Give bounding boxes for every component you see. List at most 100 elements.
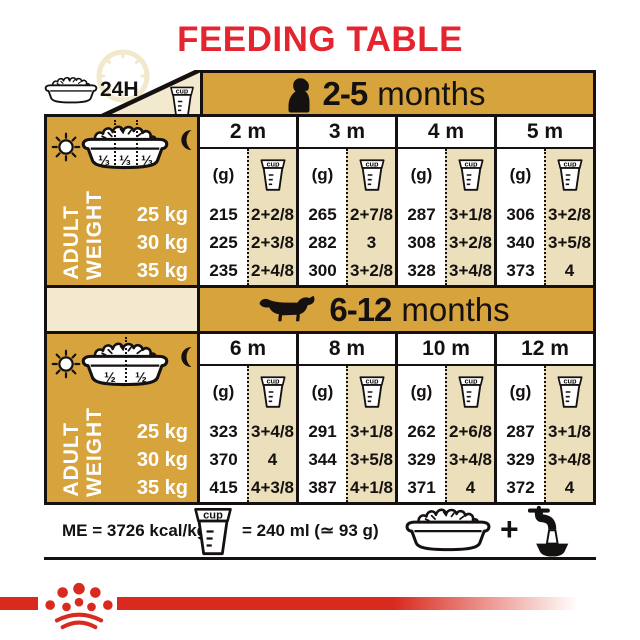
grams-value: 328: [407, 261, 436, 280]
grams-value: 300: [308, 261, 337, 280]
grams-subcolumn: (g) 291 344 387: [299, 366, 346, 502]
cup-icon-label: cup: [365, 159, 379, 168]
month-column-2m: 2 m (g) 215 225 235 cup 2+2/8 2+3/8 2+: [200, 117, 296, 285]
month-header: 2 m: [200, 117, 296, 149]
portion-fraction: ½: [104, 369, 116, 385]
cups-subcolumn: cup 3+1/8 3+4/8 4: [544, 366, 593, 502]
grams-value: 370: [209, 450, 238, 469]
grams-value: 215: [209, 205, 238, 224]
age-banner-2-5-months: 2-5 months: [200, 70, 596, 117]
cups-value: 4: [564, 478, 575, 497]
month-column-3m: 3 m (g) 265 282 300 cup 2+7/8 3 3+2/8: [296, 117, 395, 285]
metabolizable-energy: ME = 3726 kcal/kg: [62, 521, 208, 540]
food-bowl-icon: [81, 125, 169, 170]
grams-value: 287: [407, 205, 436, 224]
adult-weight-panel: ⅓ ⅓ ⅓ ADULT WEIGHT 25 kg 30 kg 35 kg: [44, 114, 200, 288]
grams-value: 387: [308, 478, 337, 497]
grams-value: 282: [308, 233, 337, 252]
grams-value: 265: [308, 205, 337, 224]
month-column-8m: 8 m (g) 291 344 387 cup 3+1/8 3+5/8 4+: [296, 334, 395, 502]
column-body: (g) 287 308 328 cup 3+1/8 3+2/8 3+4/8: [398, 149, 494, 285]
cup-icon-label: cup: [266, 159, 280, 168]
cup-icon: cup: [170, 86, 194, 117]
cups-value: 3+4/8: [448, 261, 492, 280]
cup-header: cup: [249, 149, 296, 201]
column-body: (g) 306 340 373 cup 3+2/8 3+5/8 4: [497, 149, 593, 285]
weight-35kg: 35 kg: [136, 259, 188, 282]
cup-header: cup: [249, 366, 296, 418]
cup-icon: cup: [259, 159, 286, 191]
grams-value: 235: [209, 261, 238, 280]
section-1-banner-row: 24H cup 2-5 months: [44, 49, 596, 117]
grams-header: (g): [410, 165, 433, 184]
puppy-icon: [288, 77, 310, 112]
footer-legend: ME = 3726 kcal/kg cup = 240 ml (≃ 93 g) …: [44, 505, 596, 560]
weight-30kg: 30 kg: [136, 448, 188, 471]
spacer-cell: [44, 285, 200, 334]
grams-value: 340: [506, 233, 535, 252]
cups-value: 2+2/8: [250, 205, 294, 224]
cups-value: 3+5/8: [547, 233, 591, 252]
age-unit: months: [401, 290, 510, 328]
weight-25kg: 25 kg: [136, 420, 188, 443]
feeding-table-6-12-months: ½ ½ ADULT WEIGHT 25 kg 30 kg 35 kg 6 m: [44, 331, 596, 505]
portion-fraction: ⅓: [98, 152, 110, 168]
cups-subcolumn: cup 2+6/8 3+4/8 4: [445, 366, 494, 502]
weight-25kg: 25 kg: [136, 203, 188, 226]
grams-value: 344: [308, 450, 337, 469]
cups-subcolumn: cup 2+2/8 2+3/8 2+4/8: [247, 149, 296, 285]
cup-icon-label: cup: [464, 159, 478, 168]
feeding-board: 24H cup 2-5 months: [44, 49, 596, 560]
grams-subcolumn: (g) 215 225 235: [200, 149, 247, 285]
cups-subcolumn: cup 3+4/8 4 4+3/8: [247, 366, 296, 502]
cups-value: 2+6/8: [448, 422, 492, 441]
clock-icon: [96, 49, 150, 103]
month-column-6m: 6 m (g) 323 370 415 cup 3+4/8 4 4+3/8: [200, 334, 296, 502]
grams-value: 371: [407, 478, 436, 497]
cups-value: 3+2/8: [547, 205, 591, 224]
cups-value: 4+1/8: [349, 478, 393, 497]
portion-divider: [114, 120, 116, 168]
cup-header: cup: [546, 149, 593, 201]
weight-35kg: 35 kg: [136, 476, 188, 499]
column-body: (g) 291 344 387 cup 3+1/8 3+5/8 4+1/8: [299, 366, 395, 502]
cups-subcolumn: cup 3+1/8 3+5/8 4+1/8: [346, 366, 395, 502]
cups-value: 2+4/8: [250, 261, 294, 280]
portion-fraction: ⅓: [119, 152, 131, 168]
brand-stripe-right: [117, 597, 578, 610]
sun-icon: [51, 349, 81, 379]
section-2-banner-row: 6-12 months: [44, 285, 596, 334]
weight-word: WEIGHT: [82, 190, 106, 280]
month-header: 8 m: [299, 334, 395, 366]
grams-header: (g): [311, 382, 334, 401]
sun-icon: [51, 132, 81, 162]
column-body: (g) 262 329 371 cup 2+6/8 3+4/8 4: [398, 366, 494, 502]
grams-header: (g): [212, 382, 235, 401]
cups-value: 3+2/8: [448, 233, 492, 252]
cups-value: 3+2/8: [349, 261, 393, 280]
cups-value: 3+1/8: [547, 422, 591, 441]
age-range: 6-12: [329, 290, 392, 328]
adult-dog-icon: [259, 295, 315, 321]
cups-value: 3+1/8: [349, 422, 393, 441]
cup-icon: cup: [358, 376, 385, 408]
month-column-10m: 10 m (g) 262 329 371 cup 2+6/8 3+4/8 4: [395, 334, 494, 502]
cup-equivalence: = 240 ml (≃ 93 g): [242, 521, 379, 540]
portion-fraction: ⅓: [141, 152, 153, 168]
cup-icon: cup: [194, 508, 232, 556]
brand-stripe-left: [0, 597, 38, 610]
feeding-table-2-5-months: ⅓ ⅓ ⅓ ADULT WEIGHT 25 kg 30 kg 35 kg 2 m: [44, 114, 596, 288]
daily-portion-diagram: ½ ½: [51, 337, 197, 399]
cup-header: cup: [447, 149, 494, 201]
cup-icon-label: cup: [563, 376, 577, 385]
portion-divider: [125, 337, 127, 385]
food-bowl-24h-icon: [44, 76, 98, 104]
cups-value: 2+7/8: [349, 205, 393, 224]
grams-value: 329: [506, 450, 535, 469]
cups-value: 3+4/8: [448, 450, 492, 469]
cup-icon-label: cup: [365, 376, 379, 385]
month-column-4m: 4 m (g) 287 308 328 cup 3+1/8 3+2/8 3+: [395, 117, 494, 285]
cup-icon: cup: [457, 376, 484, 408]
moon-icon: [181, 346, 192, 368]
